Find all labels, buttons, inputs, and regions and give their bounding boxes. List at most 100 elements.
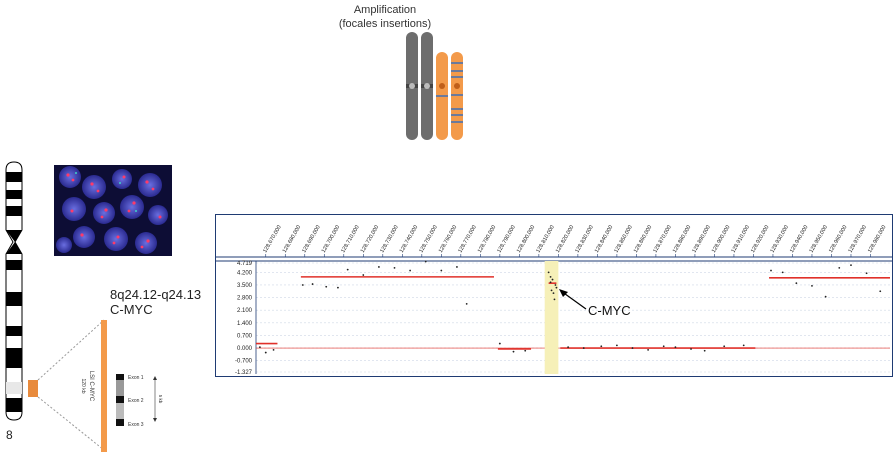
orange-chromosome-2: [451, 52, 463, 140]
data-point: [346, 268, 349, 271]
x-tick-labels: 128,670,000 128,680,000 128,690,000 128,700…: [262, 225, 888, 257]
probe-bar: [101, 320, 107, 452]
data-point: [795, 282, 798, 285]
gray-chromosome-1: [406, 32, 418, 140]
data-point: [550, 289, 553, 292]
data-point: [337, 286, 339, 289]
band-label: 8q24.12-q24.13 C-MYC: [110, 287, 201, 317]
data-point: [377, 266, 380, 268]
data-point: [674, 346, 677, 349]
x-tick-label: 128,940,000: [789, 225, 809, 254]
x-tick-label: 128,670,000: [262, 225, 282, 254]
data-point: [615, 344, 618, 347]
y-tick-label: 1.400: [237, 321, 253, 327]
data-point: [301, 284, 304, 286]
highlight-band: [544, 261, 559, 374]
x-tick-label: 128,830,000: [574, 225, 594, 254]
data-point: [440, 269, 443, 272]
x-tick-label: 128,720,000: [360, 225, 380, 254]
y-tick-labels: 4.719 4.200 3.500 2.800 2.100 1.400 0.700 0.000…: [235, 261, 253, 376]
data-point: [259, 346, 261, 349]
data-point: [879, 290, 882, 293]
data-point: [325, 285, 328, 288]
x-tick-label: 128,780,000: [477, 225, 497, 254]
x-tick-label: 128,920,000: [750, 225, 770, 254]
x-tick-label: 128,800,000: [516, 225, 536, 254]
x-tick-label: 128,910,000: [730, 225, 750, 254]
x-tick-label: 128,740,000: [399, 225, 419, 254]
x-tick-label: 128,760,000: [438, 225, 458, 254]
y-tick-label: 3.500: [237, 283, 253, 289]
data-point: [865, 272, 868, 275]
data-point: [770, 269, 772, 272]
exon-1-label: Exon 1: [128, 375, 144, 381]
data-point: [811, 284, 813, 287]
data-point: [264, 351, 267, 354]
data-point: [409, 269, 412, 272]
data-point: [498, 342, 501, 345]
genome-track-panel: 128,670,000 128,680,000 128,690,000 128,700…: [215, 214, 893, 377]
x-tick-label: 128,950,000: [809, 225, 829, 254]
exon-3-label: Exon 3: [128, 422, 144, 428]
x-tick-label: 128,730,000: [379, 225, 399, 254]
orange-chromosome-1: [436, 52, 448, 140]
probe-size: 120 kb: [80, 378, 86, 393]
x-tick-label: 128,700,000: [321, 225, 341, 254]
x-tick-label: 128,820,000: [555, 225, 575, 254]
data-point: [824, 295, 827, 298]
data-point: [456, 266, 458, 268]
exon-2-label: Exon 2: [128, 398, 144, 404]
x-tick-label: 128,840,000: [594, 225, 614, 254]
highlight-region: [544, 261, 559, 374]
data-point: [465, 303, 468, 305]
data-point: [362, 274, 365, 276]
gene-label: C-MYC: [110, 302, 153, 317]
x-tick-label: 128,790,000: [496, 225, 516, 254]
data-point: [552, 292, 555, 294]
fish-nuclei: [54, 165, 172, 256]
data-point: [551, 278, 554, 281]
exon-scale-label: 5 kb: [158, 395, 163, 404]
y-tick-label: 4.200: [237, 270, 253, 276]
x-tick-label: 128,870,000: [652, 225, 672, 254]
x-tick-label: 128,960,000: [828, 225, 848, 254]
exon-diagram: Exon 1 Exon 2 Exon 3 5 kb: [116, 374, 163, 428]
data-point: [554, 284, 557, 286]
amplification-title: Amplification (focales insertions): [310, 3, 460, 31]
y-tick-label: -1.327: [235, 370, 253, 376]
data-point: [850, 264, 852, 267]
data-point: [553, 298, 556, 301]
segments: [256, 276, 890, 350]
data-point: [567, 346, 570, 349]
x-tick-label: 128,710,000: [340, 225, 360, 254]
y-tick-label: -0.700: [235, 359, 253, 365]
data-point: [555, 286, 558, 289]
data-point: [631, 347, 634, 349]
amplification-heading: Amplification: [353, 4, 417, 16]
data-point: [393, 266, 396, 269]
x-tick-label: 128,850,000: [613, 225, 633, 254]
x-tick-label: 128,900,000: [711, 225, 731, 254]
band-marker: [28, 380, 38, 397]
cytoband-label: 8q24.12-q24.13: [110, 287, 202, 302]
x-tick-label: 128,690,000: [301, 225, 321, 254]
y-tick-label: 2.100: [237, 308, 253, 314]
data-point: [723, 345, 726, 348]
cmyc-annotation-label: C-MYC: [588, 303, 631, 318]
x-tick-label: 128,680,000: [282, 225, 302, 254]
data-point: [647, 348, 650, 351]
x-tick-label: 128,890,000: [691, 225, 711, 254]
probe-name: LSI C-MYC: [88, 371, 94, 402]
data-point: [838, 266, 841, 269]
probe-labels: LSI C-MYC 120 kb: [80, 371, 94, 402]
data-point: [512, 350, 515, 353]
x-tick-label: 128,980,000: [867, 225, 887, 254]
gray-chromosome-2: [421, 32, 433, 140]
y-tick-label: 4.719: [237, 261, 253, 267]
data-point: [703, 349, 706, 352]
annotation: C-MYC: [559, 289, 631, 318]
x-tick-label: 128,930,000: [769, 225, 789, 254]
x-tick-label: 128,880,000: [672, 225, 692, 254]
data-point: [662, 345, 665, 348]
x-tick-label: 128,810,000: [535, 225, 555, 254]
